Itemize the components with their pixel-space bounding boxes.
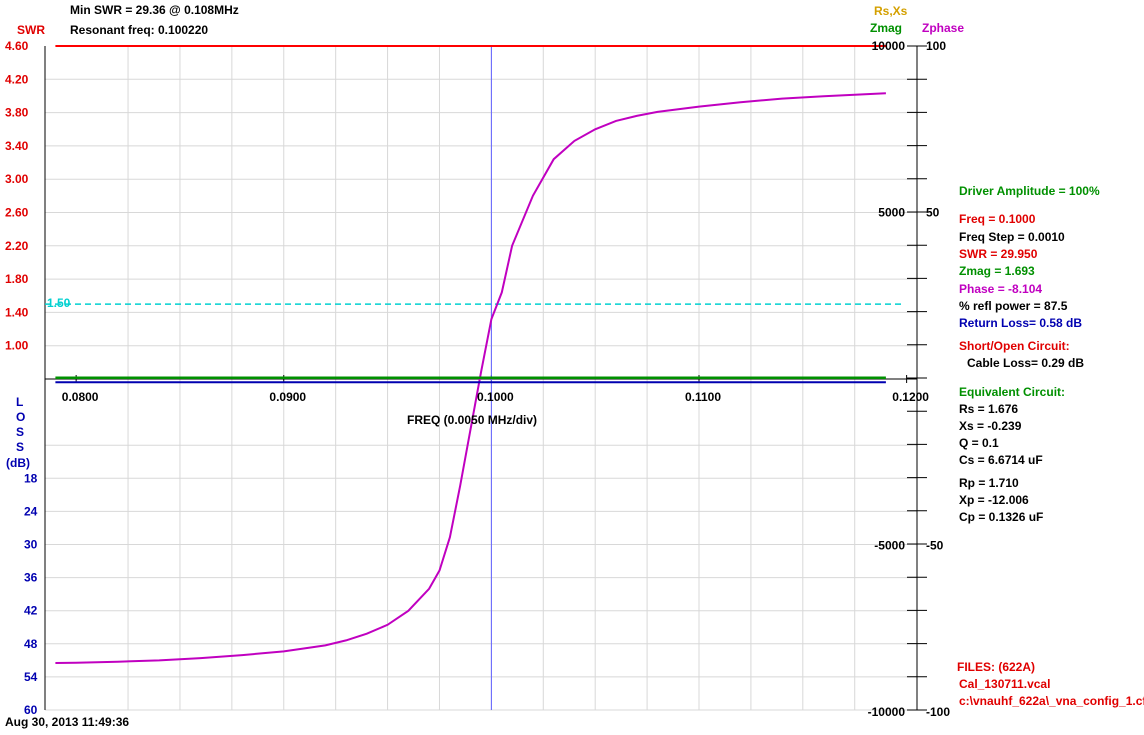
zmag-tick-label: -10000 <box>868 705 906 719</box>
x-axis-label: FREQ (0.0050 MHz/div) <box>407 413 538 427</box>
zphase-axis-title: Zphase <box>922 21 965 35</box>
loss-tick-label: 42 <box>24 604 38 618</box>
plot-series <box>45 45 902 710</box>
freq-step-readout: Freq Step = 0.0010 <box>959 230 1065 244</box>
x-tick-label: 0.1100 <box>685 390 721 404</box>
loss-axis-title-o: O <box>16 410 26 424</box>
cp-readout: Cp = 0.1326 uF <box>959 510 1044 524</box>
equivalent-circuit-heading: Equivalent Circuit: <box>959 385 1066 399</box>
freq-readout: Freq = 0.1000 <box>959 212 1036 226</box>
driver-amplitude: Driver Amplitude = 100% <box>959 184 1100 198</box>
cs-readout: Cs = 6.6714 uF <box>959 453 1043 467</box>
loss-axis-title-l: L <box>16 395 24 409</box>
swr-tick-label: 2.20 <box>5 239 29 253</box>
cfg-file: c:\vnauhf_622a\_vna_config_1.cfg <box>959 694 1144 708</box>
timestamp: Aug 30, 2013 11:49:36 <box>5 715 130 729</box>
files-title: FILES: (622A) <box>957 660 1036 674</box>
loss-tick-label: 18 <box>24 471 38 485</box>
x-tick-label: 0.0900 <box>269 390 306 404</box>
cable-loss-readout: Cable Loss= 0.29 dB <box>967 356 1085 370</box>
x-tick-label: 0.1000 <box>477 390 514 404</box>
x-tick-label: 0.0800 <box>62 390 99 404</box>
loss-tick-label: 36 <box>24 571 38 585</box>
zmag-tick-label: 10000 <box>872 39 906 53</box>
swr-ref-label: 1.50 <box>47 296 71 310</box>
swr-tick-label: 1.80 <box>5 272 29 286</box>
swr-tick-label: 1.40 <box>5 305 29 319</box>
loss-axis-title-s1: S <box>16 425 25 439</box>
loss-axis-title-s2: S <box>16 440 25 454</box>
swr-tick-label: 3.00 <box>5 172 29 186</box>
loss-axis-title-db: (dB) <box>6 456 30 470</box>
zmag-tick-label: 5000 <box>878 206 905 220</box>
refl-power-readout: % refl power = 87.5 <box>959 299 1068 313</box>
zphase-tick-label: 50 <box>926 206 940 220</box>
swr-tick-label: 4.20 <box>5 72 29 86</box>
resonant-freq-label: Resonant freq: 0.100220 <box>70 23 209 37</box>
zphase-series <box>55 92 886 664</box>
zphase-tick-label: -100 <box>926 705 950 719</box>
x-tick-label: 0.1200 <box>892 390 929 404</box>
swr-axis-title: SWR <box>17 23 45 37</box>
rsxs-axis-title: Rs,Xs <box>874 4 908 18</box>
return-loss-readout: Return Loss= 0.58 dB <box>959 316 1083 330</box>
axes <box>44 45 927 711</box>
loss-tick-label: 60 <box>24 703 38 717</box>
xs-readout: Xs = -0.239 <box>959 419 1022 433</box>
loss-tick-label: 48 <box>24 637 38 651</box>
min-swr-label: Min SWR = 29.36 @ 0.108MHz <box>70 3 239 17</box>
swr-readout: SWR = 29.950 <box>959 247 1038 261</box>
rp-readout: Rp = 1.710 <box>959 476 1019 490</box>
rs-readout: Rs = 1.676 <box>959 402 1019 416</box>
swr-tick-label: 4.60 <box>5 39 29 53</box>
swr-tick-label: 3.40 <box>5 139 29 153</box>
q-readout: Q = 0.1 <box>959 436 999 450</box>
zmag-axis-title: Zmag <box>870 21 903 35</box>
loss-tick-label: 24 <box>24 504 38 518</box>
swr-tick-label: 3.80 <box>5 106 29 120</box>
zmag-tick-label: -5000 <box>874 539 905 553</box>
cal-file: Cal_130711.vcal <box>959 677 1051 691</box>
zmag-readout: Zmag = 1.693 <box>959 264 1035 278</box>
loss-tick-label: 30 <box>24 538 38 552</box>
short-open-heading: Short/Open Circuit: <box>959 339 1070 353</box>
xp-readout: Xp = -12.006 <box>959 493 1029 507</box>
swr-tick-label: 2.60 <box>5 206 29 220</box>
loss-tick-label: 54 <box>24 670 38 684</box>
zphase-tick-label: -50 <box>926 539 944 553</box>
zphase-tick-label: 100 <box>926 39 946 53</box>
swr-tick-label: 1.00 <box>5 339 29 353</box>
phase-readout: Phase = -8.104 <box>959 282 1043 296</box>
tick-labels: 1.50 4.60 4.20 3.80 3.40 3.00 2.60 2.20 1.80 1.40… <box>5 39 950 719</box>
